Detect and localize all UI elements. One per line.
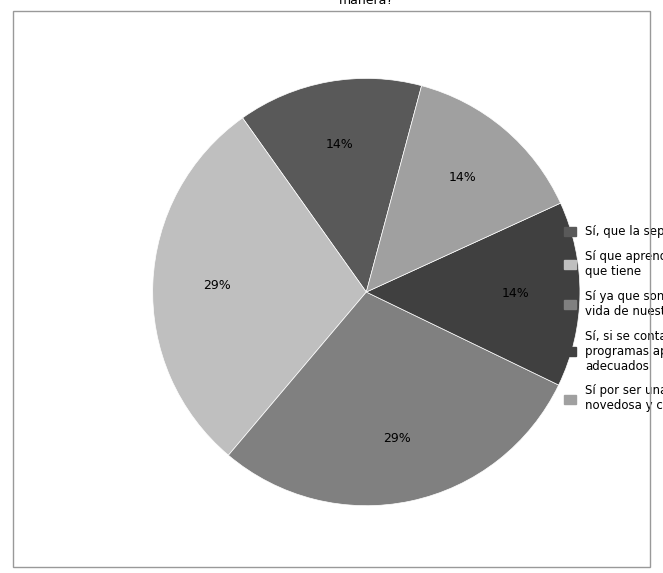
Wedge shape (366, 86, 561, 292)
Text: 29%: 29% (203, 279, 231, 292)
Text: 14%: 14% (449, 171, 477, 185)
Wedge shape (366, 203, 580, 385)
Title: ¿Considera que se podrían desarrollar competencias en los
educandos con el uso d: ¿Considera que se podrían desarrollar co… (166, 0, 566, 7)
Text: 29%: 29% (383, 432, 411, 445)
Wedge shape (243, 79, 422, 292)
Text: 14%: 14% (326, 138, 353, 151)
Wedge shape (229, 292, 559, 506)
Text: 14%: 14% (502, 287, 530, 300)
Wedge shape (152, 118, 366, 455)
Legend: Sí, que la sepan utilizar, Sí que aprendan los usos
que tiene, Sí ya que son par: Sí, que la sepan utilizar, Sí que aprend… (559, 221, 663, 417)
